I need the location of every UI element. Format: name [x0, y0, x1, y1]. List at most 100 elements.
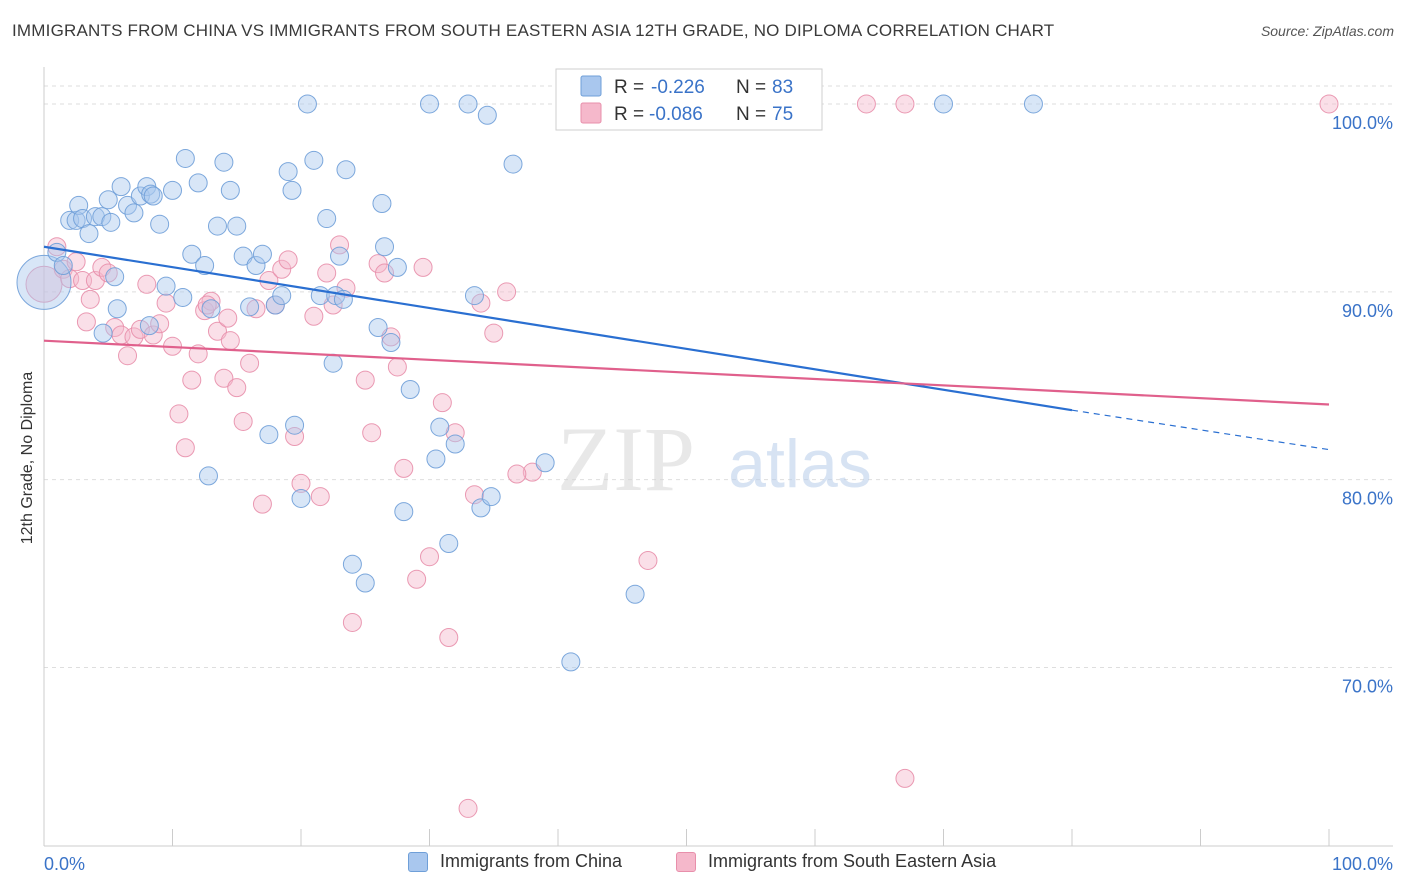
sea-point-53 — [387, 357, 407, 377]
sea-point-43 — [317, 263, 337, 283]
sea-point-55 — [407, 569, 427, 589]
legend-swatch-china-bottom — [408, 851, 428, 872]
china-point-51 — [342, 554, 362, 574]
legend-n-value-china: 83 — [772, 77, 793, 98]
china-point-57 — [387, 257, 407, 277]
china-point-12 — [105, 267, 125, 287]
sea-point-57 — [420, 547, 439, 567]
sea-point-68 — [856, 94, 876, 114]
china-point-32 — [233, 246, 253, 266]
legend-item-sea: Immigrants from South Eastern Asia — [676, 851, 996, 872]
china-point-72 — [561, 652, 581, 672]
legend-n-label-china: N = — [736, 77, 766, 98]
china-point-75 — [934, 94, 953, 114]
sea-point-66 — [522, 462, 542, 482]
sea-point-38 — [278, 250, 298, 270]
y-tick-label-1: 90.0% — [1342, 301, 1393, 321]
china-point-55 — [375, 237, 395, 257]
y-tick-label-0: 100.0% — [1332, 113, 1393, 133]
x-tick-labels: 0.0% 100.0% — [44, 854, 1393, 874]
sea-point-45 — [330, 235, 350, 255]
china-point-76 — [1023, 94, 1043, 114]
sea-point-30 — [227, 378, 247, 398]
legend-label-china: Immigrants from China — [440, 851, 623, 871]
china-point-4 — [66, 210, 86, 230]
china-point-30 — [220, 180, 240, 200]
china-point-9 — [92, 207, 112, 227]
sea-point-58 — [432, 393, 452, 413]
china-point-37 — [265, 295, 285, 315]
sea-point-0 — [25, 265, 63, 303]
china-point-39 — [278, 162, 298, 182]
china-point-66 — [464, 286, 484, 306]
china-point-19 — [143, 186, 163, 206]
china-point-64 — [445, 434, 465, 454]
china-point-42 — [291, 488, 311, 508]
china-point-2 — [53, 256, 73, 276]
china-point-58 — [394, 502, 414, 522]
x-tick-label-left: 0.0% — [44, 854, 85, 874]
china-point-62 — [430, 417, 450, 437]
sea-point-72 — [507, 464, 527, 484]
legend-label-sea: Immigrants from South Eastern Asia — [708, 851, 997, 871]
sea-point-23 — [182, 370, 202, 390]
trend-line-sea — [43, 339, 1330, 406]
y-tick-label-3: 70.0% — [1342, 677, 1393, 697]
china-point-65 — [458, 94, 478, 114]
legend-swatch-china — [580, 75, 602, 97]
legend-r-value-sea: -0.086 — [649, 104, 703, 125]
legend-r-label-sea: R = — [614, 104, 644, 125]
x-tick-label-right: 100.0% — [1332, 854, 1393, 874]
china-point-77 — [139, 316, 159, 336]
china-point-44 — [304, 150, 324, 170]
sea-point-47 — [342, 612, 362, 632]
china-point-7 — [79, 224, 99, 244]
sea-point-6 — [76, 312, 96, 332]
sea-point-46 — [336, 278, 356, 298]
legend-swatch-sea — [580, 102, 602, 124]
sea-point-32 — [240, 353, 260, 373]
sea-point-67 — [638, 550, 658, 570]
china-point-41 — [285, 415, 305, 435]
china-point-81 — [198, 466, 218, 486]
axes — [43, 67, 1393, 847]
trend-lines — [43, 245, 1330, 451]
china-point-27 — [201, 299, 221, 319]
china-point-46 — [317, 209, 337, 229]
china-point-74 — [625, 584, 645, 604]
y-tick-label-2: 80.0% — [1342, 489, 1393, 509]
sea-point-54 — [394, 458, 414, 478]
china-point-21 — [156, 276, 176, 296]
sea-point-21 — [169, 404, 189, 424]
china-point-54 — [372, 194, 392, 214]
china-point-34 — [246, 256, 266, 276]
china-point-43 — [297, 94, 317, 114]
china-point-80 — [173, 287, 193, 307]
china-point-10 — [98, 190, 118, 210]
china-point-35 — [252, 244, 272, 264]
china-point-36 — [259, 425, 279, 445]
china-point-68 — [477, 105, 497, 125]
sea-point-10 — [98, 263, 118, 283]
series-china-points — [16, 94, 1043, 672]
legend-r-label-china: R = — [614, 77, 644, 98]
sea-point-26 — [201, 291, 221, 311]
source-label: Source: ZipAtlas.com — [1260, 23, 1394, 39]
sea-point-56 — [413, 257, 433, 277]
china-point-25 — [182, 244, 202, 264]
china-point-29 — [214, 152, 234, 172]
sea-point-11 — [105, 318, 125, 338]
china-point-13 — [111, 177, 131, 197]
sea-point-65 — [497, 282, 517, 302]
chart-title: IMMIGRANTS FROM CHINA VS IMMIGRANTS FROM… — [12, 21, 1055, 40]
china-point-26 — [195, 256, 215, 276]
sea-point-50 — [368, 254, 388, 274]
sea-point-74 — [197, 295, 217, 315]
sea-point-37 — [272, 259, 292, 279]
watermark-zip: ZIP — [557, 408, 695, 510]
sea-point-16 — [137, 274, 157, 294]
china-point-71 — [535, 453, 555, 473]
legend-item-china: Immigrants from China — [408, 851, 622, 872]
china-point-70 — [503, 154, 523, 174]
